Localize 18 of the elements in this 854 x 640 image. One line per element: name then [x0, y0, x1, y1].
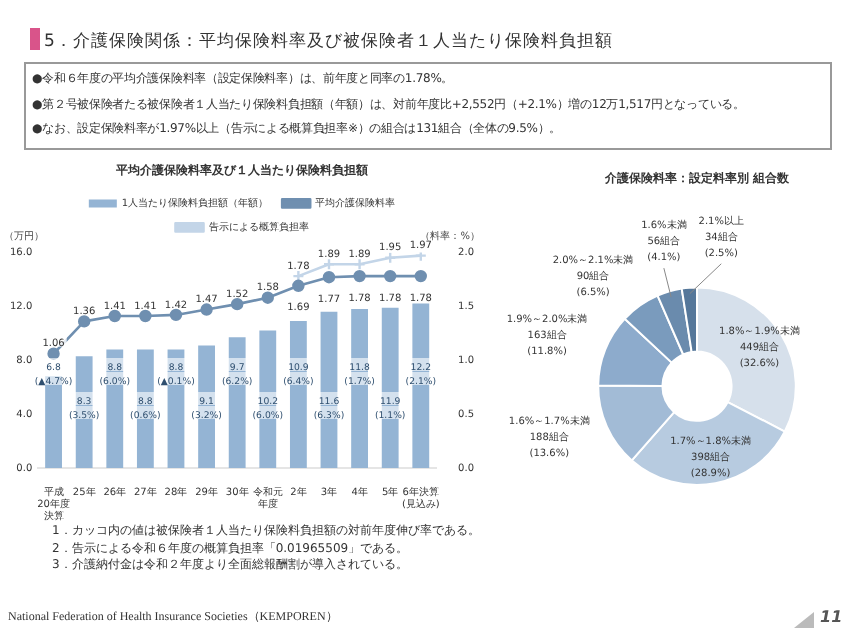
point: [322, 270, 336, 284]
point: [383, 269, 397, 283]
point: [169, 308, 183, 322]
point: [383, 252, 397, 264]
text: 11: [820, 608, 843, 626]
point: [230, 297, 244, 311]
point: [139, 309, 152, 323]
point: [414, 269, 427, 283]
point: [322, 258, 336, 271]
point: [47, 347, 60, 360]
point: [292, 279, 305, 293]
text: 5．介護保険関係：平均保険料率及び被保険者１人当たり保険料負担額: [44, 30, 613, 54]
point: [353, 269, 366, 283]
point: [108, 309, 121, 323]
point: [77, 315, 91, 328]
point: [353, 258, 366, 271]
point: [200, 303, 213, 316]
point: [261, 291, 274, 304]
